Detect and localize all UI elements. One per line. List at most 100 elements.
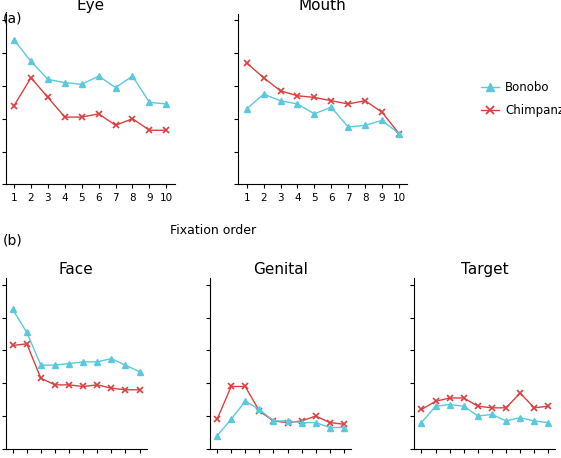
Bonobo	[270, 418, 277, 424]
Bonobo	[146, 99, 153, 105]
Chimpanzee	[489, 405, 495, 410]
Text: Fixation order: Fixation order	[170, 224, 256, 237]
Chimpanzee	[62, 114, 68, 120]
Bonobo	[243, 106, 250, 112]
Chimpanzee	[163, 127, 169, 133]
Title: Genital: Genital	[253, 262, 308, 277]
Chimpanzee	[112, 123, 119, 128]
Chimpanzee	[270, 418, 277, 424]
Chimpanzee	[260, 75, 267, 81]
Bonobo	[475, 413, 481, 419]
Bonobo	[503, 418, 509, 424]
Bonobo	[328, 104, 334, 110]
Chimpanzee	[379, 109, 385, 115]
Title: Eye: Eye	[76, 0, 104, 12]
Bonobo	[298, 420, 305, 425]
Bonobo	[531, 418, 537, 424]
Bonobo	[447, 402, 453, 407]
Line: Bonobo: Bonobo	[243, 91, 402, 136]
Chimpanzee	[146, 127, 153, 133]
Title: Mouth: Mouth	[299, 0, 347, 12]
Chimpanzee	[44, 95, 51, 100]
Line: Bonobo: Bonobo	[214, 398, 347, 439]
Chimpanzee	[312, 413, 319, 419]
Chimpanzee	[396, 131, 402, 136]
Line: Chimpanzee: Chimpanzee	[214, 383, 347, 427]
Chimpanzee	[243, 60, 250, 65]
Chimpanzee	[136, 387, 143, 393]
Bonobo	[163, 101, 169, 107]
Chimpanzee	[214, 417, 220, 422]
Chimpanzee	[94, 382, 100, 387]
Bonobo	[228, 417, 234, 422]
Chimpanzee	[345, 101, 352, 107]
Bonobo	[52, 362, 58, 368]
Bonobo	[312, 420, 319, 425]
Line: Chimpanzee: Chimpanzee	[243, 60, 402, 136]
Text: (a): (a)	[3, 11, 22, 26]
Chimpanzee	[95, 111, 102, 117]
Bonobo	[24, 330, 30, 335]
Bonobo	[94, 359, 100, 365]
Chimpanzee	[311, 95, 318, 100]
Chimpanzee	[10, 343, 16, 348]
Chimpanzee	[129, 116, 136, 121]
Bonobo	[38, 362, 44, 368]
Bonobo	[129, 73, 136, 79]
Bonobo	[108, 356, 114, 361]
Bonobo	[341, 425, 347, 430]
Bonobo	[362, 123, 369, 128]
Bonobo	[517, 415, 523, 420]
Chimpanzee	[122, 387, 129, 393]
Bonobo	[327, 425, 333, 430]
Legend: Bonobo, Chimpanzee: Bonobo, Chimpanzee	[477, 76, 561, 121]
Chimpanzee	[24, 341, 30, 347]
Chimpanzee	[284, 420, 291, 425]
Title: Face: Face	[59, 262, 94, 277]
Bonobo	[284, 418, 291, 424]
Bonobo	[294, 101, 301, 107]
Chimpanzee	[517, 390, 523, 396]
Chimpanzee	[256, 409, 263, 414]
Chimpanzee	[432, 398, 439, 404]
Chimpanzee	[475, 403, 481, 409]
Bonobo	[27, 59, 34, 64]
Line: Chimpanzee: Chimpanzee	[10, 341, 142, 393]
Chimpanzee	[341, 421, 347, 427]
Bonobo	[95, 73, 102, 79]
Chimpanzee	[66, 382, 72, 387]
Chimpanzee	[545, 403, 551, 409]
Chimpanzee	[327, 420, 333, 425]
Chimpanzee	[461, 395, 467, 401]
Bonobo	[260, 92, 267, 97]
Bonobo	[345, 124, 352, 130]
Bonobo	[461, 403, 467, 409]
Bonobo	[62, 80, 68, 85]
Text: (b): (b)	[3, 234, 22, 248]
Line: Chimpanzee: Chimpanzee	[11, 75, 169, 133]
Chimpanzee	[503, 405, 509, 410]
Bonobo	[489, 412, 495, 417]
Chimpanzee	[228, 384, 234, 389]
Chimpanzee	[531, 405, 537, 410]
Bonobo	[79, 82, 85, 87]
Bonobo	[432, 403, 439, 409]
Chimpanzee	[294, 93, 301, 98]
Bonobo	[11, 37, 17, 43]
Bonobo	[66, 361, 72, 366]
Chimpanzee	[79, 114, 85, 120]
Chimpanzee	[362, 98, 369, 104]
Chimpanzee	[11, 103, 17, 109]
Bonobo	[242, 398, 249, 404]
Chimpanzee	[298, 418, 305, 424]
Chimpanzee	[328, 98, 334, 104]
Bonobo	[256, 407, 263, 412]
Bonobo	[396, 131, 402, 136]
Bonobo	[277, 98, 284, 104]
Bonobo	[80, 359, 86, 365]
Bonobo	[136, 369, 143, 375]
Line: Bonobo: Bonobo	[10, 306, 142, 375]
Chimpanzee	[277, 88, 284, 93]
Line: Bonobo: Bonobo	[419, 401, 551, 426]
Chimpanzee	[418, 407, 425, 412]
